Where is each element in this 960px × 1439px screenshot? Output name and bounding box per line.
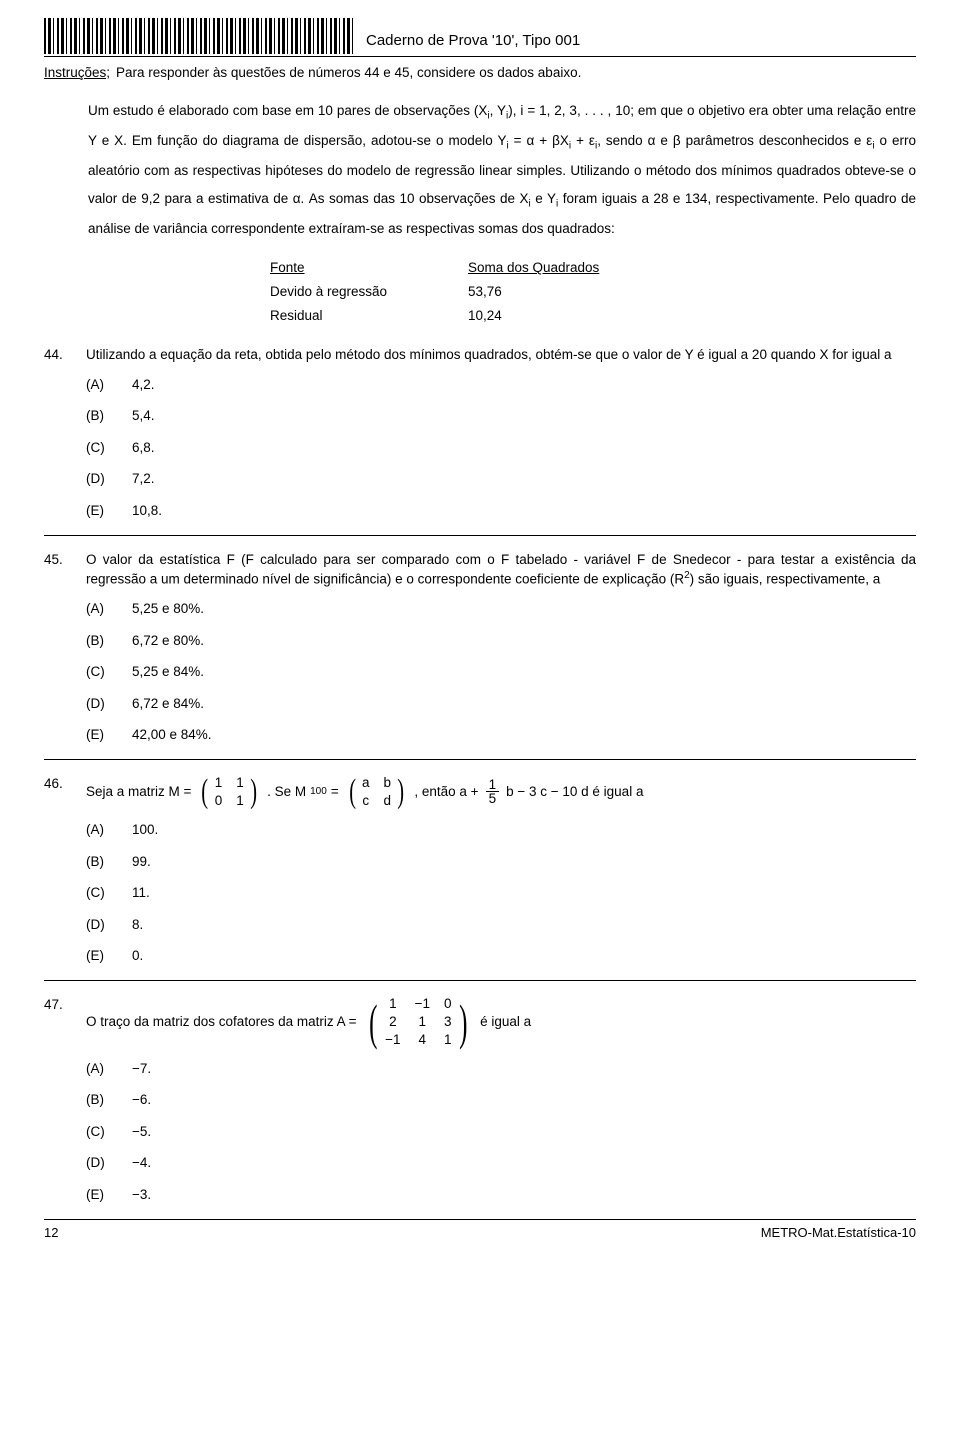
intro-paragraph: Um estudo é elaborado com base em 10 par… — [88, 97, 916, 243]
footer-code: METRO-Mat.Estatística-10 — [761, 1224, 916, 1243]
option-c[interactable]: (C)−5. — [86, 1122, 916, 1142]
question-47: 47. O traço da matriz dos cofatores da m… — [44, 995, 916, 1205]
option-b[interactable]: (B)5,4. — [86, 406, 916, 426]
option-c[interactable]: (C)11. — [86, 883, 916, 903]
question-44: 44. Utilizando a equação da reta, obtida… — [44, 345, 916, 520]
question-text: Seja a matriz M = ( 11 01 ) . Se M100 = … — [86, 774, 916, 810]
instrucoes-label: Instruções; — [44, 63, 110, 83]
header-title: Caderno de Prova '10', Tipo 001 — [366, 30, 580, 54]
page-number: 12 — [44, 1224, 58, 1243]
matrix-m: ( 11 01 ) — [199, 774, 259, 810]
question-text: O valor da estatística F (F calculado pa… — [86, 550, 916, 590]
option-e[interactable]: (E)−3. — [86, 1185, 916, 1205]
option-a[interactable]: (A)−7. — [86, 1059, 916, 1079]
question-number: 46. — [44, 774, 72, 810]
option-a[interactable]: (A)4,2. — [86, 375, 916, 395]
option-e[interactable]: (E)42,00 e 84%. — [86, 725, 916, 745]
option-c[interactable]: (C)6,8. — [86, 438, 916, 458]
question-number: 44. — [44, 345, 72, 365]
divider — [44, 535, 916, 536]
option-a[interactable]: (A)100. — [86, 820, 916, 840]
matrix-abcd: ( ab cd ) — [347, 774, 407, 810]
fraction-1-5: 1 5 — [486, 778, 500, 806]
option-d[interactable]: (D)−4. — [86, 1153, 916, 1173]
option-d[interactable]: (D)8. — [86, 915, 916, 935]
option-d[interactable]: (D)7,2. — [86, 469, 916, 489]
question-number: 47. — [44, 995, 72, 1049]
matrix-a: ( 1−10 213 −141 ) — [365, 995, 473, 1049]
option-d[interactable]: (D)6,72 e 84%. — [86, 694, 916, 714]
option-b[interactable]: (B)99. — [86, 852, 916, 872]
option-a[interactable]: (A)5,25 e 80%. — [86, 599, 916, 619]
table-header-soma: Soma dos Quadrados — [468, 256, 690, 280]
question-number: 45. — [44, 550, 72, 590]
option-c[interactable]: (C)5,25 e 84%. — [86, 662, 916, 682]
option-e[interactable]: (E)0. — [86, 946, 916, 966]
table-row: Devido à regressão 53,76 — [270, 280, 690, 304]
divider — [44, 759, 916, 760]
option-b[interactable]: (B)−6. — [86, 1090, 916, 1110]
question-46: 46. Seja a matriz M = ( 11 01 ) . Se M10… — [44, 774, 916, 966]
question-45: 45. O valor da estatística F (F calculad… — [44, 550, 916, 745]
anova-table: Fonte Soma dos Quadrados Devido à regres… — [270, 256, 690, 327]
question-text: Utilizando a equação da reta, obtida pel… — [86, 345, 916, 365]
instrucoes-text: Para responder às questões de números 44… — [116, 63, 581, 83]
barcode — [44, 18, 354, 54]
table-row: Residual 10,24 — [270, 304, 690, 328]
question-text: O traço da matriz dos cofatores da matri… — [86, 995, 916, 1049]
option-e[interactable]: (E)10,8. — [86, 501, 916, 521]
option-b[interactable]: (B)6,72 e 80%. — [86, 631, 916, 651]
table-header-fonte: Fonte — [270, 256, 468, 280]
divider — [44, 980, 916, 981]
